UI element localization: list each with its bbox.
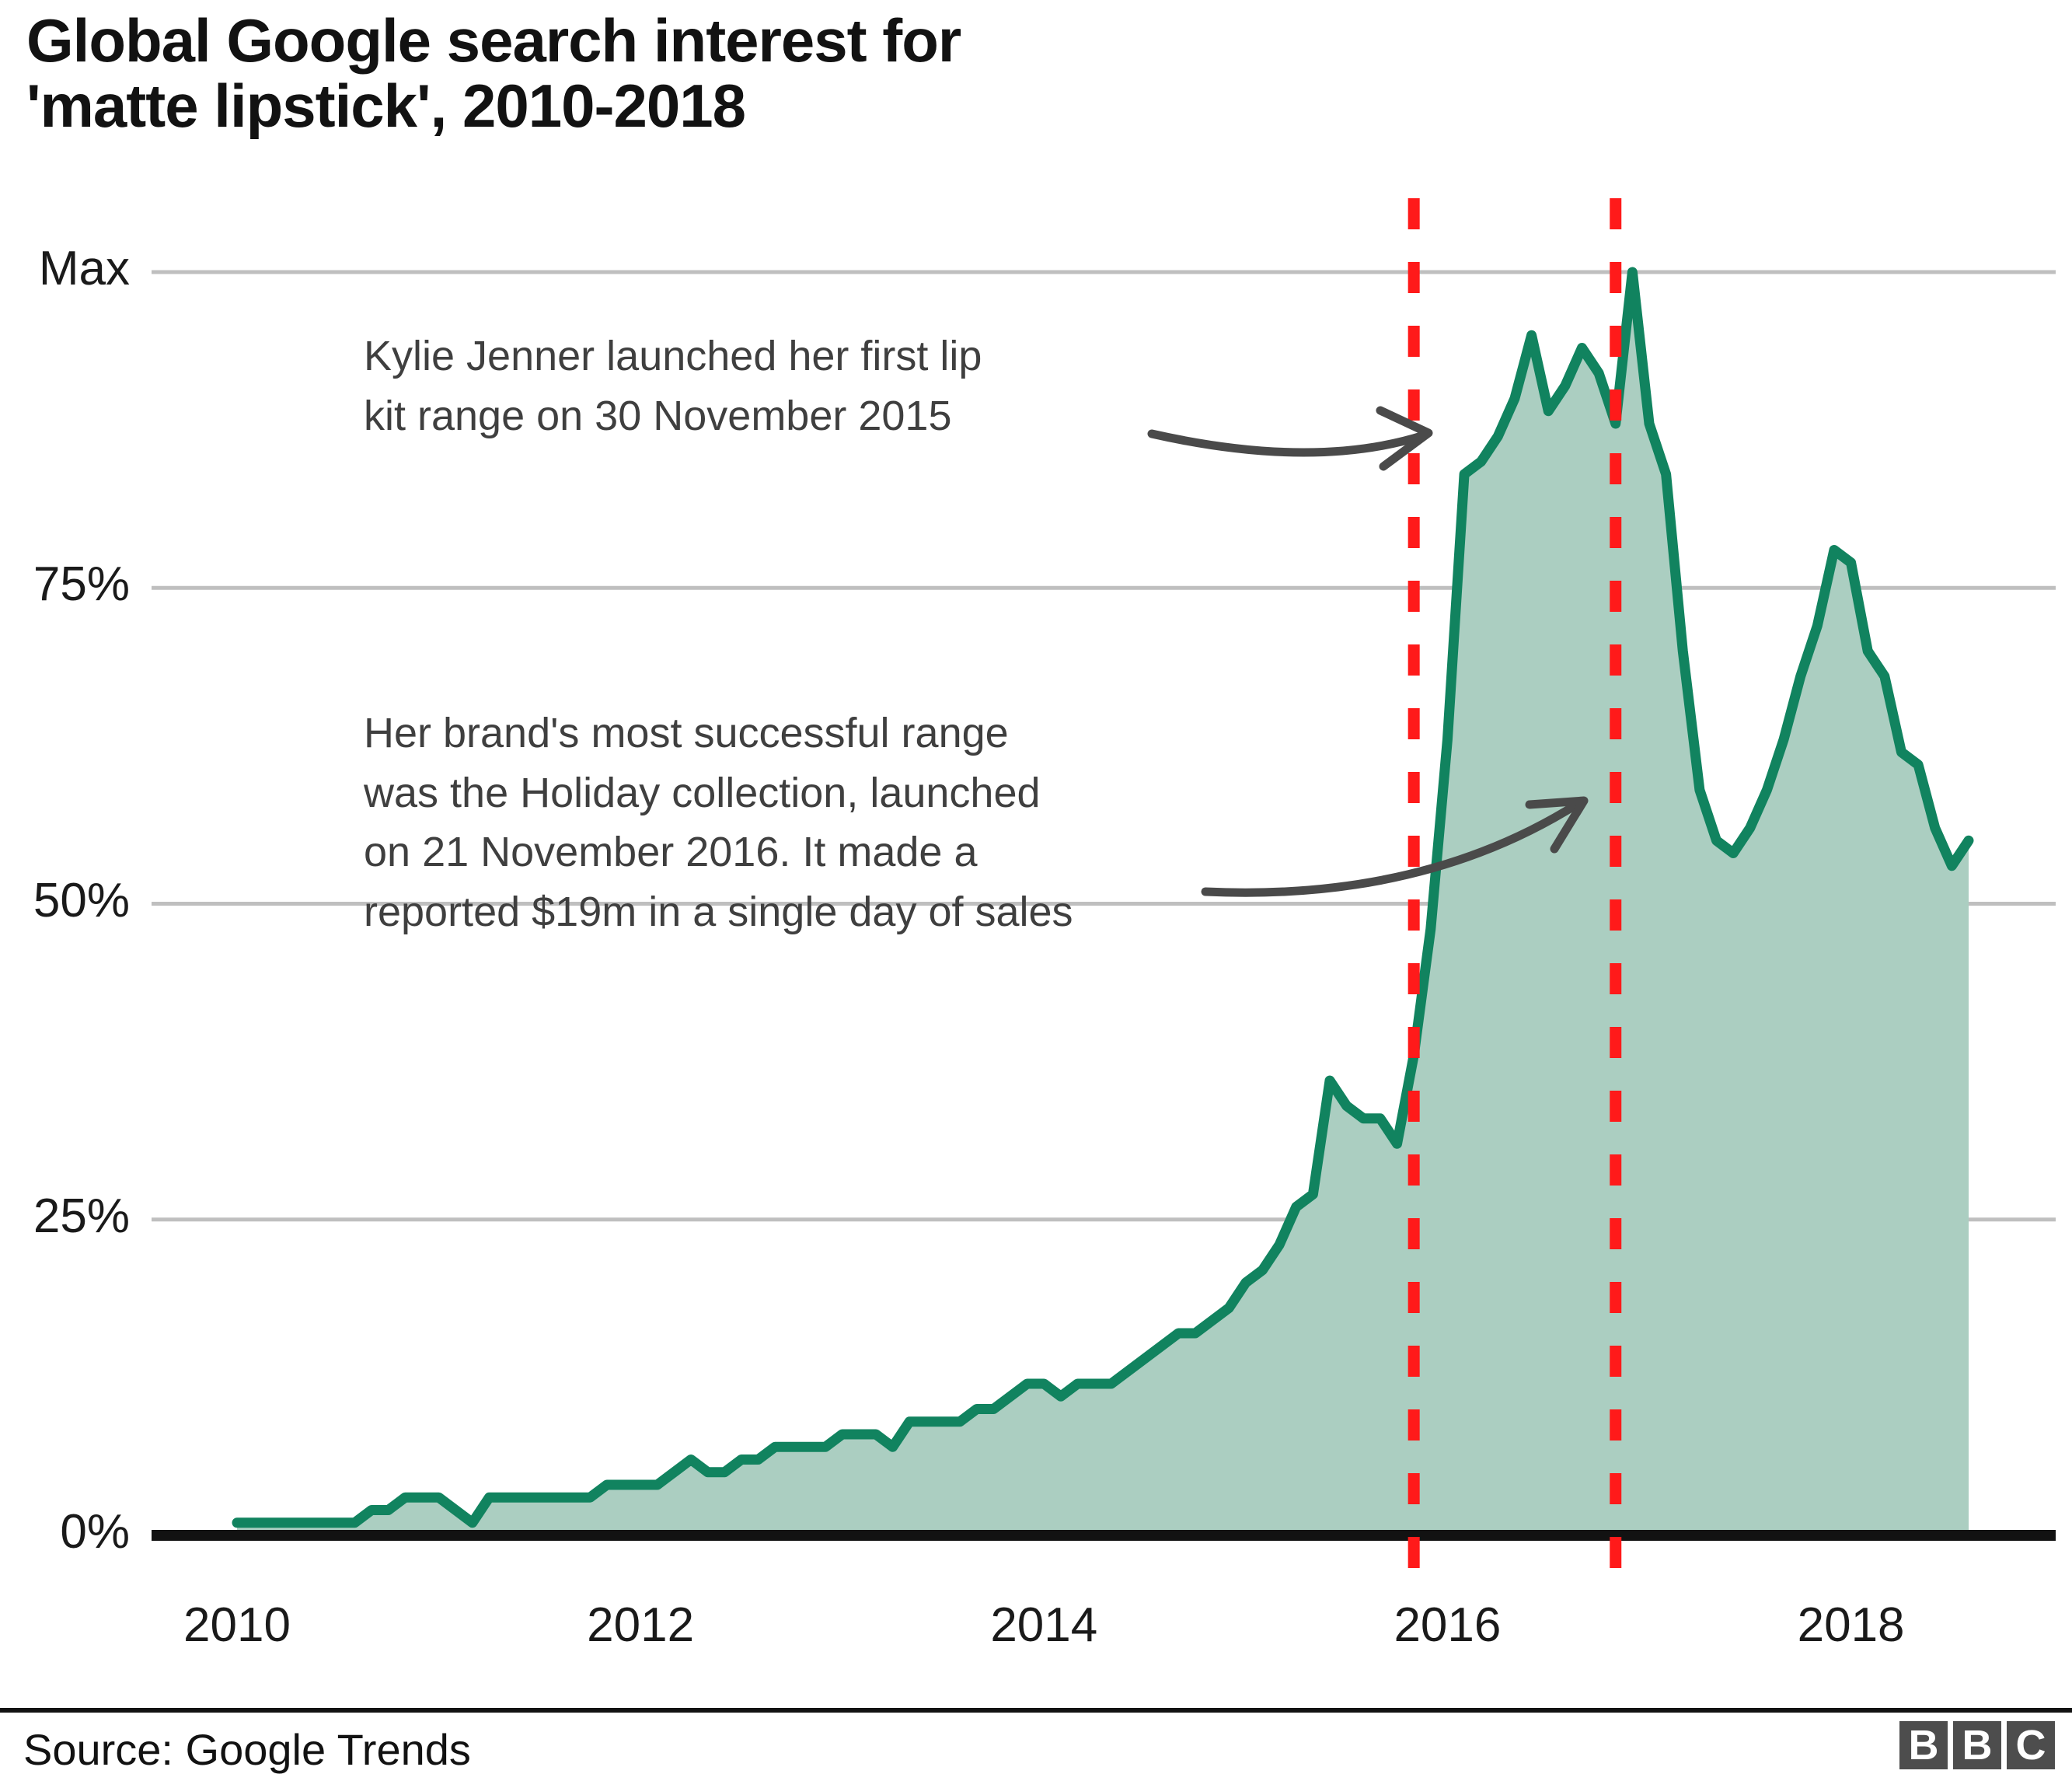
y-axis-tick-label: 0% [60,1505,130,1559]
annotation-arrow-2-head [1525,796,1589,854]
y-axis-tick-label: Max [38,242,130,295]
annotation-line: Her brand's most successful range [364,710,1009,756]
x-axis-tick-label: 2016 [1394,1598,1502,1652]
bbc-logo-letter: C [2007,1721,2055,1769]
chart-area [152,198,2056,1598]
annotation-kylie-lip-kit: Kylie Jenner launched her first lip kit … [364,327,982,445]
x-axis-tick-label: 2012 [587,1598,695,1652]
annotation-line: was the Holiday collection, launched [364,769,1041,816]
annotation-line: Kylie Jenner launched her first lip [364,333,982,379]
search-interest-area-chart [152,198,2056,1598]
bbc-logo-letter: B [1953,1721,2001,1769]
x-axis-tick-label: 2014 [990,1598,1098,1652]
annotation-arrow-1-head [1376,406,1433,471]
x-axis-tick-label: 2010 [183,1598,291,1652]
annotation-arrow-1-shaft [1147,429,1428,457]
y-axis-tick-label: 75% [33,557,130,612]
annotation-line: on 21 November 2016. It made a [364,829,978,876]
bbc-logo: B B C [1899,1721,2055,1769]
annotation-line: reported $19m in a single day of sales [364,889,1073,936]
bbc-logo-letter: B [1899,1721,1948,1769]
source-label: Source: Google Trends [23,1725,471,1774]
y-axis-tick-label: 50% [33,873,130,927]
y-axis-tick-label: 25% [33,1189,130,1243]
annotation-arrow-2-shaft [1201,799,1582,897]
annotation-holiday-collection: Her brand's most successful range was th… [364,704,1073,942]
page-title: Global Google search interest for 'matte… [26,6,1581,141]
area-fill [237,272,1969,1535]
data-line [232,267,1974,1528]
x-axis-tick-label: 2018 [1797,1598,1905,1652]
footer-divider [0,1708,2072,1713]
annotation-line: kit range on 30 November 2015 [364,392,952,439]
title-line-2: 'matte lipstick', 2010-2018 [26,72,746,141]
title-line-1: Global Google search interest for [26,6,961,75]
